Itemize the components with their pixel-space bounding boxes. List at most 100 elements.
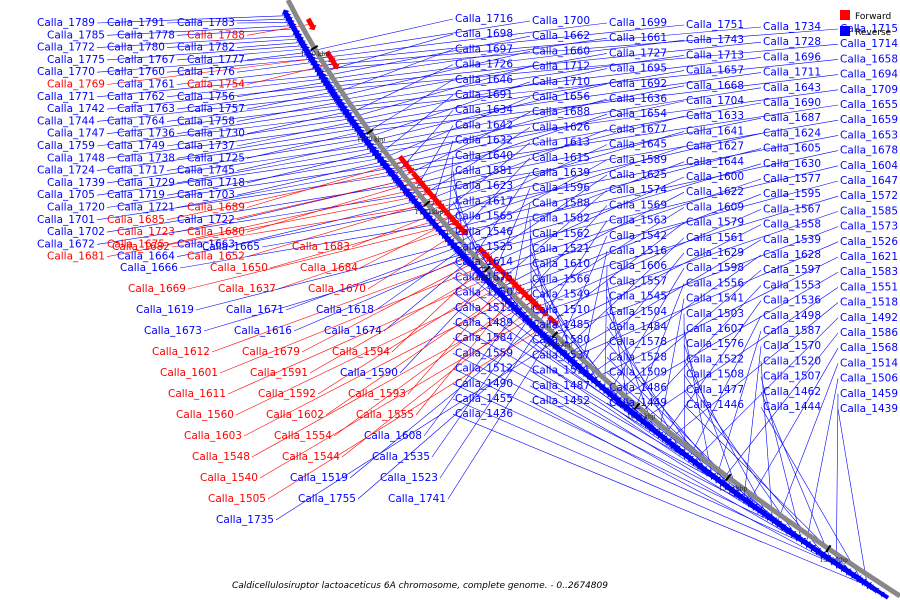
- leader-line: [176, 68, 318, 85]
- feature-label: Calla_1580: [532, 334, 590, 346]
- leader-line: [317, 275, 507, 395]
- feature-label: Calla_1678: [840, 145, 898, 157]
- feature-label: Calla_1570: [763, 340, 821, 352]
- leader-line: [354, 70, 685, 125]
- feature-label: Calla_1523: [380, 472, 438, 484]
- feature-label: Calla_1539: [763, 234, 821, 246]
- leader-line: [760, 391, 832, 561]
- feature-label: Calla_1626: [532, 121, 590, 133]
- feature-label: Calla_1585: [840, 205, 898, 217]
- leader-line: [641, 287, 839, 421]
- feature-label: Calla_1785: [47, 29, 105, 41]
- feature-label: Calla_1747: [47, 128, 105, 140]
- leader-line: [437, 146, 685, 229]
- leader-line: [539, 222, 685, 332]
- feature-label: Calla_1535: [372, 451, 430, 463]
- feature-label: Calla_1717: [107, 165, 165, 177]
- feature-label: Calla_1556: [686, 277, 744, 289]
- feature-label: Calla_1758: [177, 115, 235, 127]
- feature-label: Calla_1757: [187, 103, 245, 115]
- leader-line: [106, 105, 342, 134]
- feature-label: Calla_1541: [686, 293, 744, 305]
- feature-label: Calla_1544: [282, 451, 340, 463]
- leader-line: [236, 62, 314, 73]
- feature-label: Calla_1700: [532, 15, 590, 27]
- leader-line: [317, 28, 839, 70]
- leader-line: [535, 220, 608, 328]
- feature-label: Calla_1645: [609, 139, 667, 151]
- feature-label: Calla_1484: [609, 321, 667, 333]
- feature-label: Calla_1504: [609, 306, 667, 318]
- feature-label: Calla_1642: [455, 119, 513, 131]
- leader-line: [452, 337, 726, 486]
- feature-label: Calla_1664: [117, 251, 175, 263]
- feature-label: Calla_1724: [37, 165, 95, 177]
- leader-line: [362, 79, 454, 136]
- leader-line: [315, 26, 762, 67]
- leader-line: [479, 178, 762, 274]
- leader-line: [542, 224, 762, 335]
- leader-line: [743, 346, 762, 499]
- scale-tick-label: 1650 kbp: [544, 342, 573, 349]
- feature-label: Calla_1660: [532, 45, 590, 57]
- feature-label: Calla_1696: [763, 51, 821, 63]
- feature-label: Calla_1656: [532, 91, 590, 103]
- feature-label: Calla_1601: [160, 367, 218, 379]
- leader-line: [608, 268, 685, 394]
- leader-line: [166, 167, 409, 221]
- feature-label: Calla_1654: [609, 108, 667, 120]
- feature-label: Calla_1449: [609, 397, 667, 409]
- leader-line: [96, 15, 288, 24]
- scale-tick: [633, 402, 641, 410]
- feature-label: Calla_1549: [532, 289, 590, 301]
- feature-label: Calla_1617: [455, 195, 513, 207]
- leader-line: [166, 18, 289, 24]
- legend-reverse-swatch: [840, 26, 850, 36]
- leader-line: [431, 320, 528, 458]
- feature-label: Calla_1565: [455, 211, 513, 223]
- leader-line: [662, 300, 762, 438]
- scale-tick-label: 1800 kbp: [357, 136, 386, 143]
- feature-label: Calla_1629: [686, 247, 744, 259]
- feature-label: Calla_1666: [120, 262, 178, 274]
- feature-label: Calla_1763: [117, 103, 175, 115]
- feature-arrow-calla-1788: [305, 17, 317, 31]
- leader-line: [285, 247, 456, 311]
- feature-label: Calla_1690: [763, 97, 821, 109]
- feature-label: Calla_1769: [47, 79, 105, 91]
- feature-label: Calla_1721: [117, 202, 175, 214]
- feature-label: Calla_1669: [128, 283, 186, 295]
- feature-label: Calla_1542: [609, 230, 667, 242]
- leader-line: [388, 102, 762, 170]
- leader-line: [246, 52, 308, 61]
- leader-line: [176, 148, 373, 184]
- feature-label: Calla_1727: [609, 47, 667, 59]
- leader-line: [106, 25, 293, 36]
- scale-tick-label: 1700 kbp: [476, 275, 505, 282]
- leader-line: [309, 20, 531, 56]
- leader-line: [837, 408, 868, 585]
- feature-label: Calla_1584: [455, 332, 513, 344]
- leader-line: [106, 45, 304, 61]
- leader-line: [246, 160, 404, 208]
- feature-label: Calla_1672: [37, 238, 95, 250]
- leader-line: [219, 262, 494, 374]
- leader-line: [658, 298, 685, 435]
- leader-line: [592, 256, 839, 380]
- feature-label: Calla_1673: [144, 325, 202, 337]
- legend-reverse-label: Reverse: [855, 28, 892, 38]
- feature-label: Calla_1577: [763, 173, 821, 185]
- feature-label: Calla_1720: [47, 202, 105, 214]
- feature-label: Calla_1625: [609, 169, 667, 181]
- feature-label: Calla_1490: [455, 378, 513, 390]
- feature-label: Calla_1762: [107, 91, 165, 103]
- leader-line: [340, 55, 685, 105]
- leader-line: [452, 413, 873, 588]
- feature-label: Calla_1634: [455, 104, 513, 116]
- feature-label: Calla_1537: [532, 349, 590, 361]
- leader-line: [347, 64, 454, 115]
- feature-label: Calla_1621: [840, 251, 898, 263]
- feature-label: Calla_1510: [532, 304, 590, 316]
- leader-line: [447, 339, 550, 500]
- leader-line: [459, 163, 762, 253]
